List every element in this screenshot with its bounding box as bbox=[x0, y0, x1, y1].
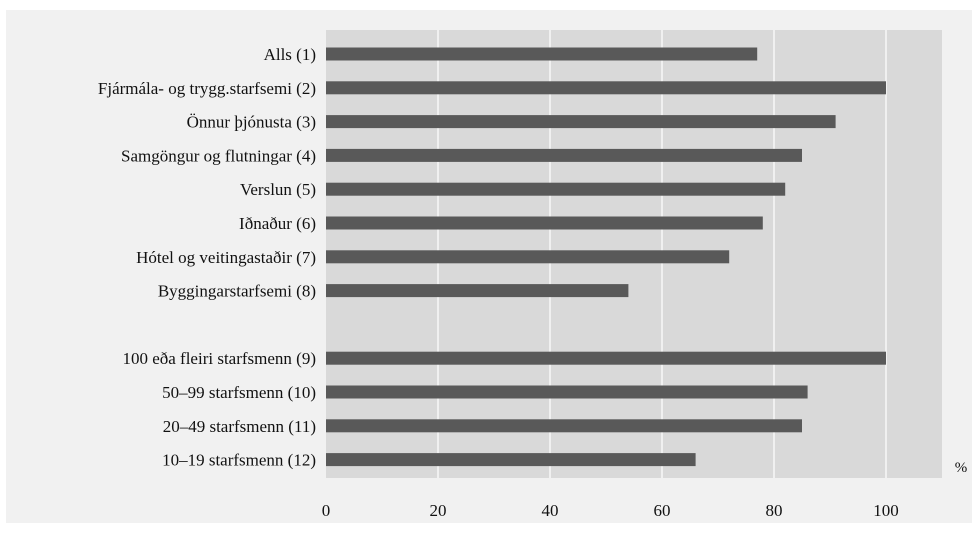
bar bbox=[326, 216, 763, 230]
category-label: Byggingarstarfsemi (8) bbox=[158, 282, 316, 301]
category-label: Hótel og veitingastaðir (7) bbox=[136, 248, 316, 267]
x-tick-label: 0 bbox=[322, 501, 331, 520]
bar bbox=[326, 284, 629, 298]
x-tick-label: 80 bbox=[766, 501, 783, 520]
bar bbox=[326, 47, 758, 61]
category-label: Verslun (5) bbox=[240, 180, 316, 199]
unit-label: % bbox=[955, 460, 968, 476]
bar bbox=[326, 385, 808, 399]
bar bbox=[326, 115, 836, 129]
bar bbox=[326, 250, 730, 264]
x-tick-label: 100 bbox=[873, 501, 899, 520]
category-label: 50–99 starfsmenn (10) bbox=[162, 383, 316, 402]
category-label: Samgöngur og flutningar (4) bbox=[121, 146, 316, 165]
bars bbox=[326, 47, 886, 467]
category-label: 20–49 starfsmenn (11) bbox=[163, 417, 316, 436]
bar bbox=[326, 182, 786, 196]
bar bbox=[326, 148, 802, 162]
category-label: Fjármála- og trygg.starfsemi (2) bbox=[98, 79, 316, 98]
bar bbox=[326, 453, 696, 467]
category-label: 100 eða fleiri starfsmenn (9) bbox=[122, 349, 316, 368]
bar bbox=[326, 81, 886, 95]
bar bbox=[326, 419, 802, 433]
category-labels: Alls (1) Fjármála- og trygg.starfsemi (2)… bbox=[98, 45, 316, 470]
x-tick-labels: 0 20 40 60 80 100 bbox=[322, 501, 899, 520]
x-tick-label: 20 bbox=[430, 501, 447, 520]
bar bbox=[326, 351, 886, 365]
category-label: 10–19 starfsmenn (12) bbox=[162, 451, 316, 470]
x-tick-label: 60 bbox=[654, 501, 671, 520]
x-tick-label: 40 bbox=[542, 501, 559, 520]
category-label: Alls (1) bbox=[264, 45, 316, 64]
category-label: Iðnaður (6) bbox=[239, 214, 316, 233]
category-label: Önnur þjónusta (3) bbox=[187, 113, 316, 132]
